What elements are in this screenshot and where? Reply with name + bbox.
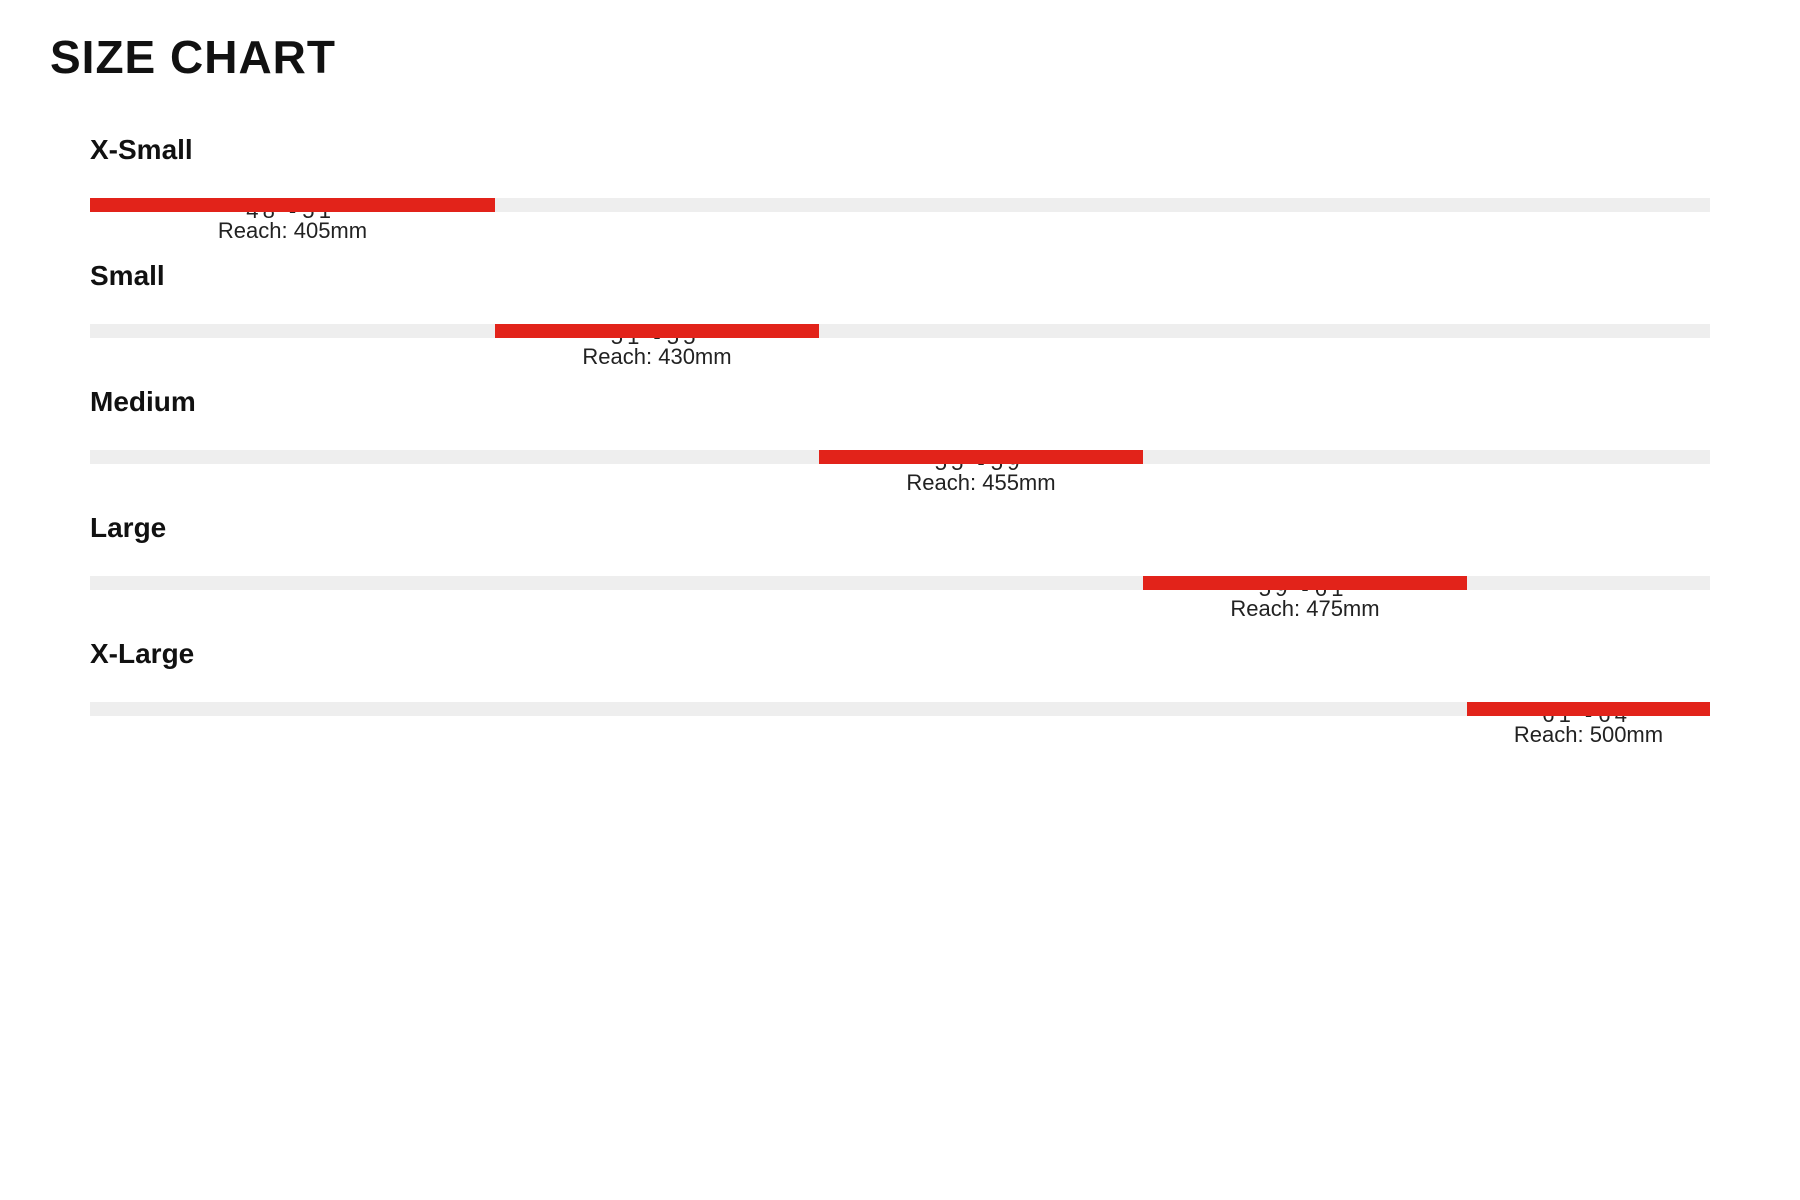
range-fill: [90, 198, 495, 212]
reach-label: Reach: 475mm: [1230, 596, 1379, 622]
range-wrap: 4'8" - 5'1"Reach: 405mm: [90, 198, 1710, 212]
range-fill: [1143, 576, 1467, 590]
range-fill: [819, 450, 1143, 464]
reach-label: Reach: 455mm: [906, 470, 1055, 496]
reach-label: Reach: 500mm: [1514, 722, 1663, 748]
range-track: [90, 702, 1710, 716]
size-name: Medium: [90, 386, 1710, 418]
range-track: [90, 198, 1710, 212]
range-track: [90, 450, 1710, 464]
size-row: Medium 5'5" - 5'9"Reach: 455mm: [90, 386, 1710, 464]
range-wrap: 5'9" - 6'1"Reach: 475mm: [90, 576, 1710, 590]
size-name: X-Small: [90, 134, 1710, 166]
size-name: Large: [90, 512, 1710, 544]
range-track: [90, 324, 1710, 338]
range-wrap: 5'5" - 5'9"Reach: 455mm: [90, 450, 1710, 464]
size-row: X-Large 6'1" - 6'4"Reach: 500mm: [90, 638, 1710, 716]
size-row: Small 5'1" - 5'5"Reach: 430mm: [90, 260, 1710, 338]
range-fill: [495, 324, 819, 338]
reach-label: Reach: 405mm: [218, 218, 367, 244]
size-name: X-Large: [90, 638, 1710, 670]
reach-label: Reach: 430mm: [582, 344, 731, 370]
range-wrap: 5'1" - 5'5"Reach: 430mm: [90, 324, 1710, 338]
size-row: X-Small 4'8" - 5'1"Reach: 405mm: [90, 134, 1710, 212]
size-row: Large 5'9" - 6'1"Reach: 475mm: [90, 512, 1710, 590]
range-fill: [1467, 702, 1710, 716]
range-wrap: 6'1" - 6'4"Reach: 500mm: [90, 702, 1710, 716]
size-name: Small: [90, 260, 1710, 292]
range-track: [90, 576, 1710, 590]
page-title: SIZE CHART: [50, 30, 1750, 84]
size-chart: X-Small 4'8" - 5'1"Reach: 405mm Small 5'1" …: [50, 134, 1750, 716]
